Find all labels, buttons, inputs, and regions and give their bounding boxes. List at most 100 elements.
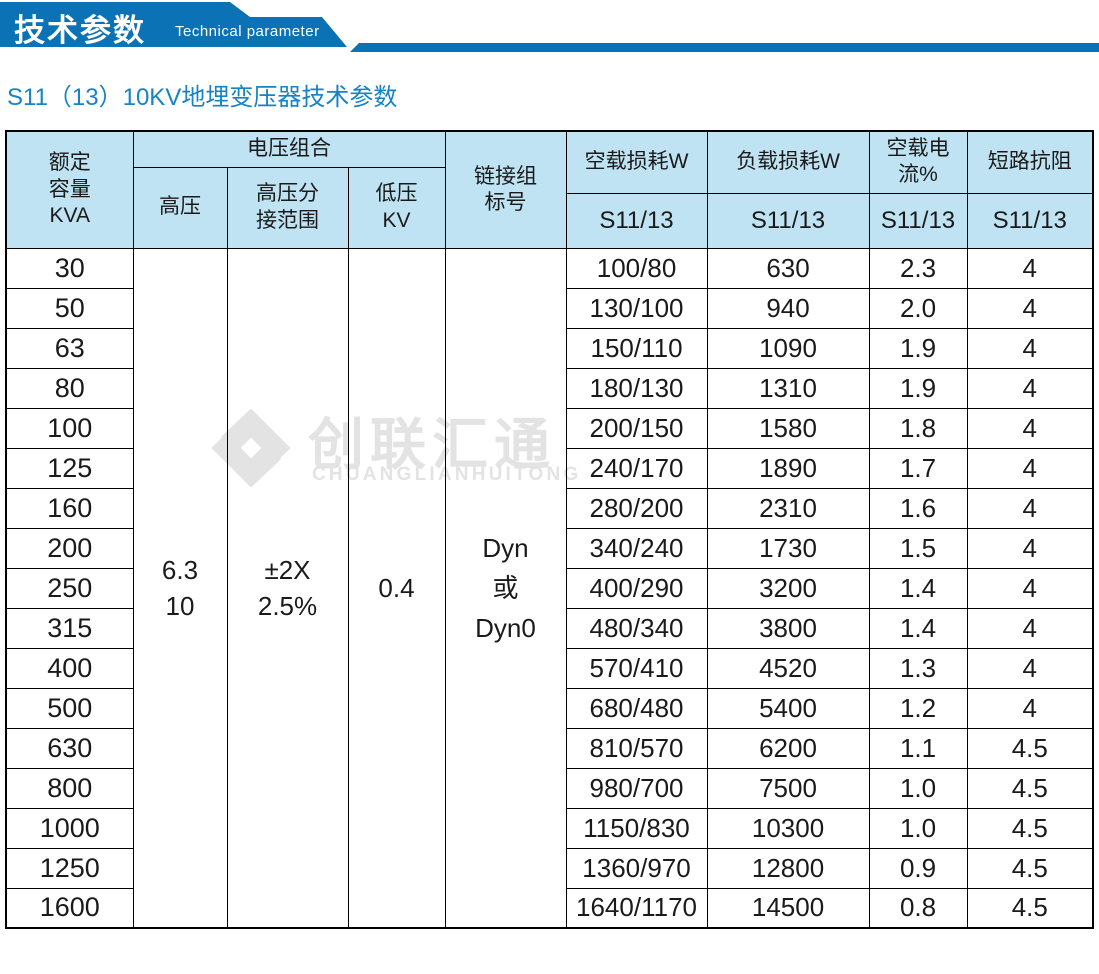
cell-load-loss: 6200 (706, 727, 870, 769)
cell-impedance: 4.5 (966, 767, 1094, 809)
cell-no-load-current: 2.0 (868, 287, 968, 329)
cell-impedance: 4 (966, 487, 1094, 529)
cell-no-load-current: 2.3 (868, 247, 968, 289)
cell-impedance: 4 (966, 367, 1094, 409)
cell-load-loss: 12800 (706, 847, 870, 889)
cell-no-load-loss: 980/700 (565, 767, 708, 809)
cell-load-loss: 3800 (706, 607, 870, 649)
cell-impedance: 4 (966, 287, 1094, 329)
header-row-1: 额定 容量 KVA 电压组合 链接组 标号 空载损耗W 负载损耗W 空载电流% … (5, 130, 1094, 249)
cell-impedance: 4 (966, 647, 1094, 689)
cell-impedance: 4 (966, 247, 1094, 289)
cell-load-loss: 2310 (706, 487, 870, 529)
cell-rated-capacity: 30 (5, 247, 134, 289)
table-row: 200 340/240 1730 1.5 4 (5, 527, 1094, 569)
header-model-impedance: S11/13 (966, 192, 1094, 249)
cell-rated-capacity: 125 (5, 447, 134, 489)
table-row: 125 240/170 1890 1.7 4 (5, 447, 1094, 489)
cell-impedance: 4 (966, 407, 1094, 449)
cell-rated-capacity: 50 (5, 287, 134, 329)
cell-no-load-current: 1.9 (868, 367, 968, 409)
table-row: 630 810/570 6200 1.1 4.5 (5, 727, 1094, 769)
cell-no-load-loss: 480/340 (565, 607, 708, 649)
header-no-load-current: 空载电流% (868, 130, 968, 194)
table-body: 30 6.3 10 ±2X 2.5% 0.4 Dyn 或 Dyn0 100/80 630 2.… (5, 247, 1094, 929)
cell-no-load-loss: 100/80 (565, 247, 708, 289)
header-model-no-load-current: S11/13 (868, 192, 968, 249)
header-row-3: S11/13 S11/13 S11/13 S11/13 (6, 192, 1094, 249)
cell-load-loss: 7500 (706, 767, 870, 809)
cell-load-loss: 10300 (706, 807, 870, 849)
cell-no-load-loss: 1150/830 (565, 807, 708, 849)
cell-rated-capacity: 63 (5, 327, 134, 369)
cell-load-loss: 940 (706, 287, 870, 329)
parameters-table: 额定 容量 KVA 电压组合 链接组 标号 空载损耗W 负载损耗W 空载电流% … (5, 130, 1095, 929)
table-row: 1250 1360/970 12800 0.9 4.5 (5, 847, 1094, 889)
cell-rated-capacity: 200 (5, 527, 134, 569)
cell-no-load-loss: 1360/970 (565, 847, 708, 889)
table-row: 1600 1640/1170 14500 0.8 4.5 (5, 887, 1094, 929)
header-impedance: 短路抗阻 (966, 130, 1094, 194)
cell-no-load-loss: 200/150 (565, 407, 708, 449)
header-rated-capacity: 额定 容量 KVA (5, 130, 134, 249)
cell-impedance: 4 (966, 607, 1094, 649)
cell-impedance: 4.5 (966, 727, 1094, 769)
cell-rated-capacity: 315 (5, 607, 134, 649)
table-row: 80 180/130 1310 1.9 4 (5, 367, 1094, 409)
cell-rated-capacity: 630 (5, 727, 134, 769)
cell-rated-capacity: 100 (5, 407, 134, 449)
cell-impedance: 4 (966, 567, 1094, 609)
table-row: 400 570/410 4520 1.3 4 (5, 647, 1094, 689)
cell-no-load-loss: 150/110 (565, 327, 708, 369)
cell-rated-capacity: 80 (5, 367, 134, 409)
cell-no-load-current: 1.0 (868, 767, 968, 809)
cell-rated-capacity: 1000 (5, 807, 134, 849)
cell-rated-capacity: 800 (5, 767, 134, 809)
table-row: 50 130/100 940 2.0 4 (5, 287, 1094, 329)
cell-rated-capacity: 1250 (5, 847, 134, 889)
cell-load-loss: 630 (706, 247, 870, 289)
cell-load-loss: 4520 (706, 647, 870, 689)
cell-no-load-loss: 180/130 (565, 367, 708, 409)
header-model-load-loss: S11/13 (706, 192, 870, 249)
cell-impedance: 4 (966, 327, 1094, 369)
cell-no-load-current: 1.9 (868, 327, 968, 369)
cell-impedance: 4.5 (966, 847, 1094, 889)
cell-load-loss: 1890 (706, 447, 870, 489)
cell-impedance: 4 (966, 687, 1094, 729)
cell-no-load-current: 0.8 (868, 887, 968, 929)
cell-no-load-loss: 680/480 (565, 687, 708, 729)
cell-no-load-loss: 240/170 (565, 447, 708, 489)
cell-no-load-loss: 810/570 (565, 727, 708, 769)
header-model-no-load-loss: S11/13 (565, 192, 708, 249)
cell-impedance: 4.5 (966, 807, 1094, 849)
cell-rated-capacity: 400 (5, 647, 134, 689)
cell-no-load-current: 1.3 (868, 647, 968, 689)
header-hv-tap-range: 高压分 接范围 (226, 166, 349, 249)
table-row: 1000 1150/830 10300 1.0 4.5 (5, 807, 1094, 849)
cell-no-load-current: 1.1 (868, 727, 968, 769)
banner-title-en: Technical parameter (175, 23, 320, 40)
cell-no-load-current: 1.7 (868, 447, 968, 489)
table-row: 63 150/110 1090 1.9 4 (5, 327, 1094, 369)
cell-no-load-current: 1.0 (868, 807, 968, 849)
cell-no-load-loss: 1640/1170 (565, 887, 708, 929)
cell-no-load-current: 1.2 (868, 687, 968, 729)
cell-no-load-loss: 570/410 (565, 647, 708, 689)
cell-hv-value: 6.3 10 (132, 247, 228, 929)
table-row: 160 280/200 2310 1.6 4 (5, 487, 1094, 529)
cell-no-load-current: 1.8 (868, 407, 968, 449)
page-title: S11（13）10KV地埋变压器技术参数 (7, 84, 398, 111)
cell-no-load-current: 1.4 (868, 607, 968, 649)
header-vector-group: 链接组 标号 (444, 130, 567, 249)
cell-no-load-current: 1.4 (868, 567, 968, 609)
header-hv: 高压 (132, 166, 228, 249)
cell-load-loss: 1730 (706, 527, 870, 569)
cell-impedance: 4 (966, 527, 1094, 569)
header-load-loss: 负载损耗W (706, 130, 870, 194)
cell-load-loss: 5400 (706, 687, 870, 729)
header-lv: 低压 KV (347, 166, 446, 249)
banner-underline-strip (350, 43, 1099, 52)
cell-rated-capacity: 250 (5, 567, 134, 609)
